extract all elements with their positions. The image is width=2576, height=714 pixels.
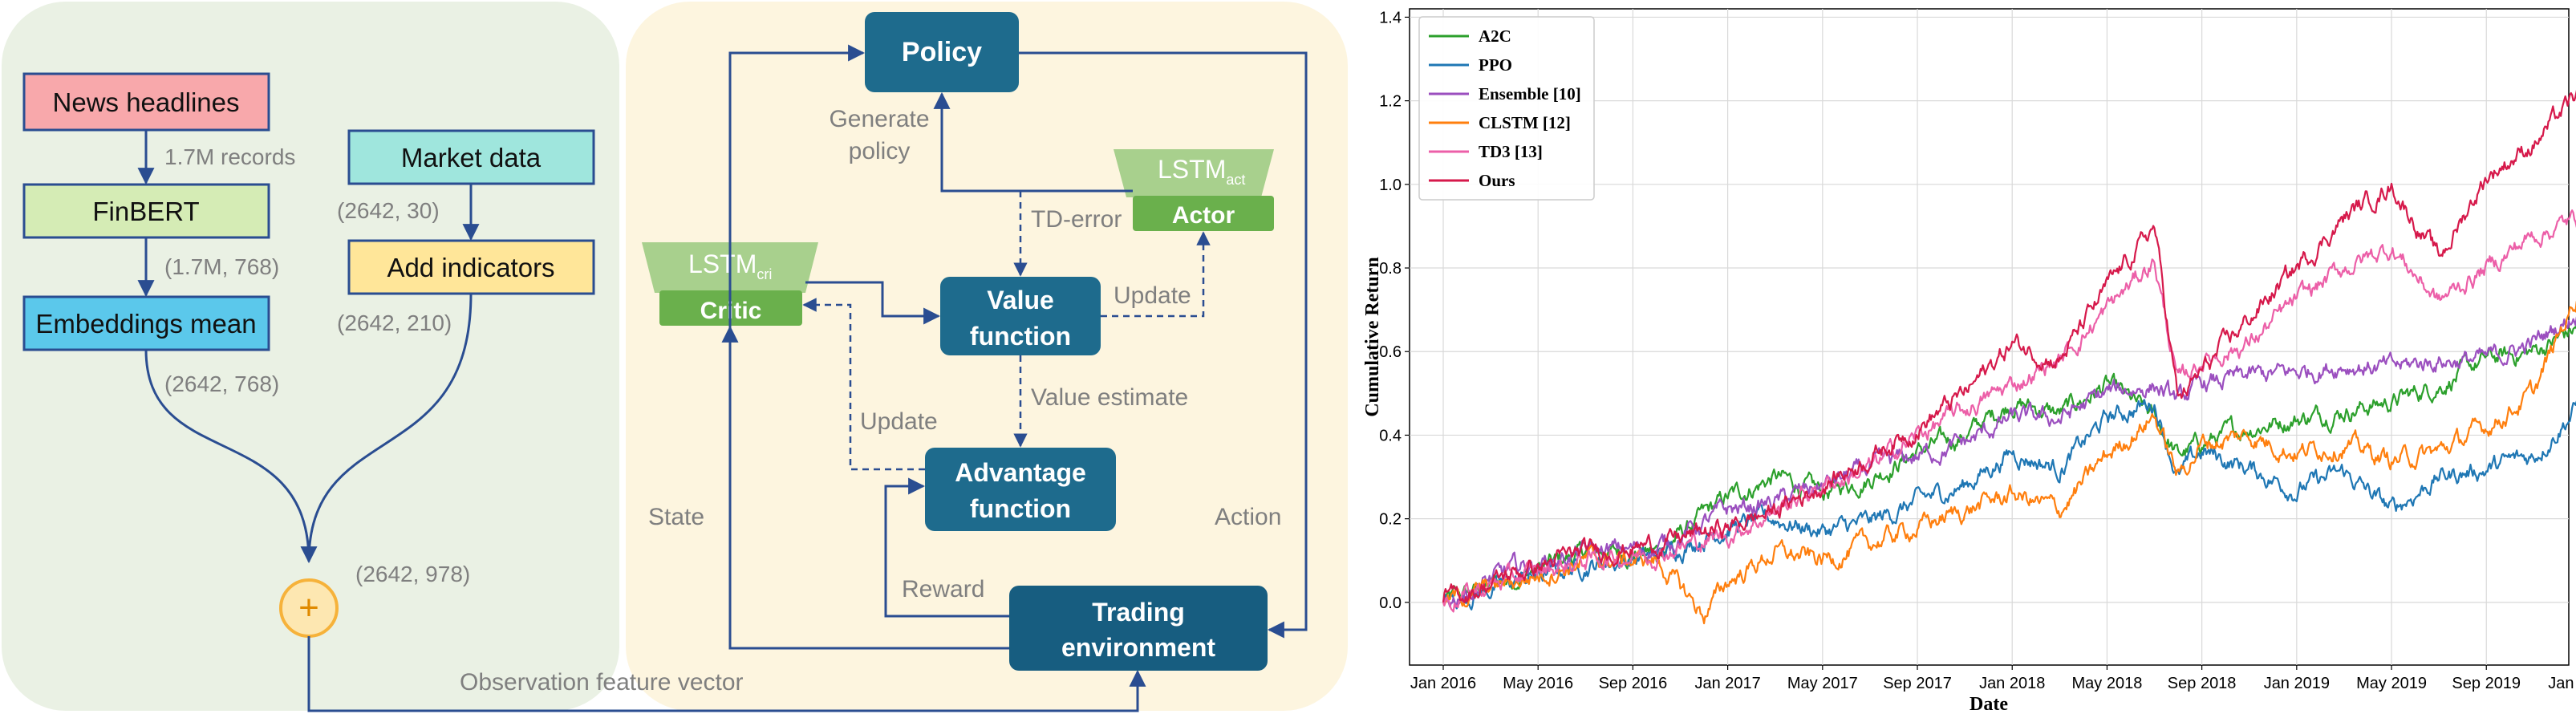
legend-entry: PPO (1479, 55, 1512, 75)
x-tick-label: Sep 2016 (1599, 675, 1668, 692)
finbert-node: FinBERT (22, 183, 270, 239)
lbl-emb-shape: (2642, 768) (164, 371, 279, 396)
series-line-1 (1442, 399, 2576, 611)
series-line-4 (1442, 209, 2576, 613)
tick-layer: 0.0 0.2 0.4 0.6 0.8 1.0 1.2 1.4 Jan 2016 May 2016… (1379, 9, 2576, 692)
y-tick-label: 0.6 (1379, 343, 1402, 361)
lbl-finbert-shape: (1.7M, 768) (164, 254, 279, 279)
dashed-value-actor (1101, 231, 1211, 318)
env-label-l2: environment (1061, 633, 1215, 662)
lbl-concat-shape: (2642, 978) (355, 562, 470, 586)
y-tick-label: 0.0 (1379, 594, 1402, 612)
plus-icon: + (298, 588, 319, 627)
x-axis-label: Date (1970, 694, 2008, 714)
x-tick-label: May 2017 (1787, 675, 1858, 692)
lbl-ind-shape: (2642, 210) (337, 310, 452, 335)
lbl-state: State (648, 504, 704, 530)
market-data-label: Market data (401, 143, 542, 172)
arrow-emb-concat (144, 349, 318, 564)
add-indicators-node: Add indicators (347, 239, 595, 295)
x-tick-label: Jan 2020 (2548, 675, 2576, 692)
adv-label-l1: Advantage (955, 458, 1086, 487)
env-label-l1: Trading (1092, 598, 1185, 627)
embeddings-mean-node: Embeddings mean (22, 295, 270, 351)
arrow-policy-action (1019, 51, 1308, 639)
lbl-update-left: Update (860, 408, 938, 435)
y-tick-label: 1.2 (1379, 93, 1402, 111)
lstm-cri-label: LSTMcri (688, 249, 772, 282)
series-line-5 (1442, 89, 2576, 603)
embeddings-mean-label: Embeddings mean (35, 309, 256, 339)
finbert-label: FinBERT (92, 197, 199, 226)
y-tick-label: 0.2 (1379, 511, 1402, 529)
legend-entry: CLSTM [12] (1479, 113, 1571, 132)
rl-trading-diagram: News headlines FinBERT Embeddings mean M… (2, 2, 1348, 712)
arrow-env-adv (884, 477, 1009, 618)
lbl-td-error: TD-error (1031, 206, 1122, 233)
news-headlines-label: News headlines (53, 87, 240, 117)
y-tick-label: 1.0 (1379, 176, 1402, 194)
trading-env-node: Trading environment (1009, 586, 1268, 671)
lstm-act-label: LSTMact (1158, 155, 1245, 188)
lbl-update-right: Update (1114, 282, 1191, 309)
cumulative-return-chart: 0.0 0.2 0.4 0.6 0.8 1.0 1.2 1.4 Jan 2016 May 2016… (1362, 8, 2576, 714)
lbl-generate-1: Generate (829, 106, 929, 132)
lbl-market-shape: (2642, 30) (337, 198, 440, 223)
concat-plus-node: + (279, 578, 339, 638)
arrow-ind-concat (307, 293, 473, 562)
lbl-observation: Observation feature vector (460, 669, 744, 696)
x-tick-label: Sep 2019 (2452, 675, 2521, 692)
lbl-generate-2: policy (849, 138, 911, 164)
legend: A2C PPO Ensemble [10] CLSTM [12] TD3 [13] Our… (1418, 16, 1595, 201)
arrow-obs-env (307, 636, 1146, 712)
x-tick-label: Jan 2016 (1410, 675, 1476, 692)
x-tick-label: Sep 2017 (1883, 675, 1952, 692)
legend-entry: TD3 [13] (1479, 142, 1543, 161)
arrow-actor-policy (933, 91, 1133, 193)
lbl-reward: Reward (902, 576, 984, 602)
legend-box (1418, 16, 1595, 201)
adv-label-l2: function (970, 494, 1071, 523)
policy-label: Policy (902, 37, 982, 67)
x-tick-label: Jan 2019 (2264, 675, 2330, 692)
x-tick-label: Jan 2017 (1694, 675, 1760, 692)
actor-label: Actor (1172, 202, 1235, 229)
market-data-node: Market data (347, 129, 595, 185)
y-axis-label: Cumulative Return (1362, 257, 1383, 416)
x-tick-label: May 2018 (2072, 675, 2143, 692)
arrow-critic-value (805, 281, 941, 325)
x-tick-label: Sep 2018 (2168, 675, 2237, 692)
value-label-l2: function (970, 322, 1071, 351)
lbl-action: Action (1215, 504, 1281, 530)
advantage-function-node: Advantage function (925, 448, 1116, 531)
y-tick-label: 0.8 (1379, 260, 1402, 278)
y-tick-label: 0.4 (1379, 427, 1402, 444)
value-label-l1: Value (987, 286, 1054, 314)
x-tick-label: May 2016 (1503, 675, 1573, 692)
dashed-adv-critic (802, 298, 925, 471)
lbl-news-records: 1.7M records (164, 144, 295, 169)
legend-entry: Ensemble [10] (1479, 84, 1581, 103)
y-tick-label: 1.4 (1379, 9, 1402, 26)
legend-entry: Ours (1479, 171, 1515, 190)
grid-layer (1410, 9, 2569, 665)
series-layer (1442, 89, 2576, 625)
x-tick-label: May 2019 (2356, 675, 2427, 692)
news-headlines-node: News headlines (22, 72, 270, 132)
value-function-node: Value function (940, 277, 1101, 355)
actor-lstm-node: LSTMact Actor (1114, 149, 1274, 231)
x-tick-label: Jan 2018 (1979, 675, 2045, 692)
policy-node: Policy (865, 12, 1019, 92)
add-indicators-label: Add indicators (387, 253, 554, 282)
lbl-value-estimate: Value estimate (1031, 384, 1188, 411)
legend-entry: A2C (1479, 26, 1511, 46)
